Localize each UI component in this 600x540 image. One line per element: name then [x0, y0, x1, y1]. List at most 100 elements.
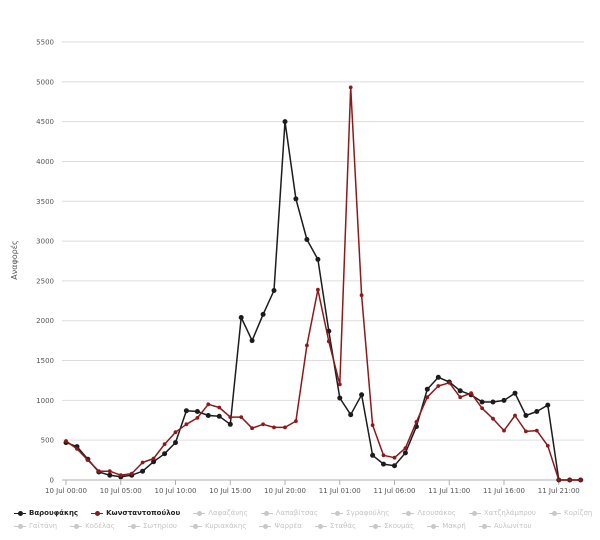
data-point[interactable]	[424, 386, 430, 392]
data-point[interactable]	[305, 343, 309, 348]
data-point[interactable]	[501, 397, 507, 403]
data-point[interactable]	[337, 382, 342, 387]
data-point[interactable]	[578, 478, 583, 482]
data-point[interactable]	[183, 408, 189, 414]
data-point[interactable]	[348, 85, 353, 90]
legend-item[interactable]: Σταθάς	[314, 521, 356, 531]
data-point[interactable]	[238, 315, 244, 320]
legend-item[interactable]: Κορίζση	[548, 508, 592, 518]
data-point[interactable]	[326, 339, 331, 344]
data-point[interactable]	[206, 402, 211, 407]
data-point[interactable]	[151, 459, 157, 465]
data-point[interactable]	[250, 426, 255, 431]
data-point[interactable]	[556, 478, 561, 482]
legend-item[interactable]: Κυριακάκης	[189, 521, 246, 531]
data-point[interactable]	[447, 380, 452, 385]
data-point[interactable]	[370, 423, 375, 427]
legend-item[interactable]: Σκουμάς	[369, 521, 414, 531]
data-point[interactable]	[249, 338, 255, 344]
data-point[interactable]	[140, 460, 145, 465]
data-point[interactable]	[436, 384, 441, 388]
data-point[interactable]	[359, 392, 365, 398]
legend-item[interactable]: Κωνσταντοπούλου	[91, 508, 180, 518]
data-point[interactable]	[534, 409, 540, 414]
data-point[interactable]	[304, 237, 310, 242]
data-point[interactable]	[239, 415, 244, 419]
data-point[interactable]	[315, 256, 321, 262]
data-point[interactable]	[512, 390, 518, 396]
data-point[interactable]	[282, 119, 288, 125]
data-point[interactable]	[272, 425, 276, 430]
data-point[interactable]	[86, 458, 90, 462]
legend-item[interactable]: Λαφαζάνης	[193, 508, 248, 518]
data-point[interactable]	[96, 469, 101, 474]
data-point[interactable]	[545, 402, 551, 408]
data-point[interactable]	[260, 311, 266, 317]
data-point[interactable]	[392, 455, 397, 460]
data-point[interactable]	[173, 430, 178, 435]
data-point[interactable]	[425, 395, 430, 400]
legend-item[interactable]: Βαρουφάκης	[14, 508, 78, 518]
legend-item[interactable]: Λεουσάκος	[402, 508, 456, 518]
data-point[interactable]	[523, 413, 529, 418]
data-point[interactable]	[491, 416, 495, 421]
data-point[interactable]	[316, 287, 320, 292]
legend-item[interactable]: Μακρή	[427, 521, 466, 531]
data-point[interactable]	[392, 463, 397, 469]
data-point[interactable]	[567, 478, 572, 482]
data-point[interactable]	[458, 395, 463, 400]
data-point[interactable]	[402, 450, 408, 456]
data-point[interactable]	[64, 439, 68, 443]
data-point[interactable]	[502, 428, 506, 433]
data-point[interactable]	[140, 468, 146, 474]
data-point[interactable]	[261, 422, 265, 427]
data-point[interactable]	[129, 471, 134, 476]
data-point[interactable]	[271, 288, 277, 293]
data-point[interactable]	[205, 413, 211, 418]
data-point[interactable]	[194, 409, 200, 414]
data-point[interactable]	[118, 473, 123, 478]
data-point[interactable]	[534, 428, 539, 433]
data-point[interactable]	[293, 196, 299, 202]
data-point[interactable]	[107, 472, 113, 478]
legend-item[interactable]: Σωτηρίου	[127, 521, 177, 531]
data-point[interactable]	[283, 425, 287, 430]
data-point[interactable]	[162, 442, 167, 447]
legend-item[interactable]: Λαπαβίτσας	[260, 508, 318, 518]
data-point[interactable]	[414, 420, 419, 424]
data-point[interactable]	[435, 374, 441, 380]
legend-item[interactable]: Γαϊτάνη	[14, 521, 57, 531]
data-point[interactable]	[513, 413, 517, 418]
data-point[interactable]	[479, 399, 485, 405]
legend-item[interactable]: Ψαρρέα	[259, 521, 302, 531]
data-point[interactable]	[294, 419, 298, 423]
data-point[interactable]	[227, 421, 233, 427]
data-point[interactable]	[217, 405, 222, 410]
data-point[interactable]	[195, 416, 200, 420]
data-point[interactable]	[469, 391, 473, 396]
data-point[interactable]	[524, 429, 528, 434]
data-point[interactable]	[337, 395, 343, 401]
legend-item[interactable]: Κοδέλας	[70, 521, 115, 531]
data-point[interactable]	[216, 413, 222, 419]
data-point[interactable]	[370, 452, 376, 458]
data-point[interactable]	[75, 447, 79, 451]
data-point[interactable]	[359, 293, 364, 298]
legend-item[interactable]: Αυλωνίτου	[478, 521, 532, 531]
data-point[interactable]	[381, 453, 386, 458]
legend-item[interactable]: Χατζηλάμπρου	[468, 508, 536, 518]
data-point[interactable]	[348, 412, 354, 418]
data-point[interactable]	[457, 388, 463, 394]
data-point[interactable]	[403, 446, 408, 450]
data-point[interactable]	[162, 451, 168, 457]
data-point[interactable]	[107, 469, 112, 474]
data-point[interactable]	[151, 456, 156, 461]
data-point[interactable]	[184, 422, 189, 427]
data-point[interactable]	[381, 461, 386, 467]
data-point[interactable]	[545, 443, 550, 448]
data-point[interactable]	[480, 406, 484, 411]
data-point[interactable]	[173, 440, 178, 446]
legend-item[interactable]: Σγραφούλης	[331, 508, 389, 518]
data-point[interactable]	[228, 415, 233, 419]
data-point[interactable]	[490, 399, 496, 405]
